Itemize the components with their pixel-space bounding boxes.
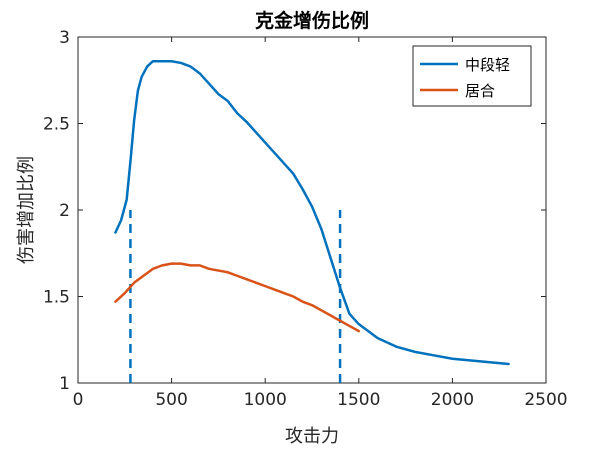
x-tick-label: 500 xyxy=(155,390,187,410)
series-lines xyxy=(114,59,510,366)
y-axis-label: 伤害增加比例 xyxy=(16,156,37,264)
x-tick-label: 0 xyxy=(73,390,84,410)
chart-title: 克金增伤比例 xyxy=(255,9,369,32)
x-tick-label: 1500 xyxy=(337,390,380,410)
x-tick-label: 1000 xyxy=(244,390,287,410)
legend-label-series-2: 居合 xyxy=(465,82,495,100)
series-line-2 xyxy=(114,262,361,333)
x-axis: 0 500 1000 1500 2000 2500 xyxy=(73,37,568,410)
legend-box xyxy=(412,45,532,107)
y-tick-label: 2.5 xyxy=(43,115,70,135)
legend: 中段轻 居合 xyxy=(412,45,532,107)
y-tick-label: 1 xyxy=(59,374,70,394)
legend-label-series-1: 中段轻 xyxy=(465,56,510,74)
x-axis-label: 攻击力 xyxy=(285,426,339,447)
y-tick-label: 2 xyxy=(59,201,70,221)
x-tick-label: 2500 xyxy=(524,390,567,410)
x-tick-label: 2000 xyxy=(431,390,474,410)
y-tick-label: 1.5 xyxy=(43,288,70,308)
y-tick-label: 3 xyxy=(59,28,70,48)
series-line-1 xyxy=(114,59,510,366)
y-axis: 1 1.5 2 2.5 3 xyxy=(43,28,546,394)
